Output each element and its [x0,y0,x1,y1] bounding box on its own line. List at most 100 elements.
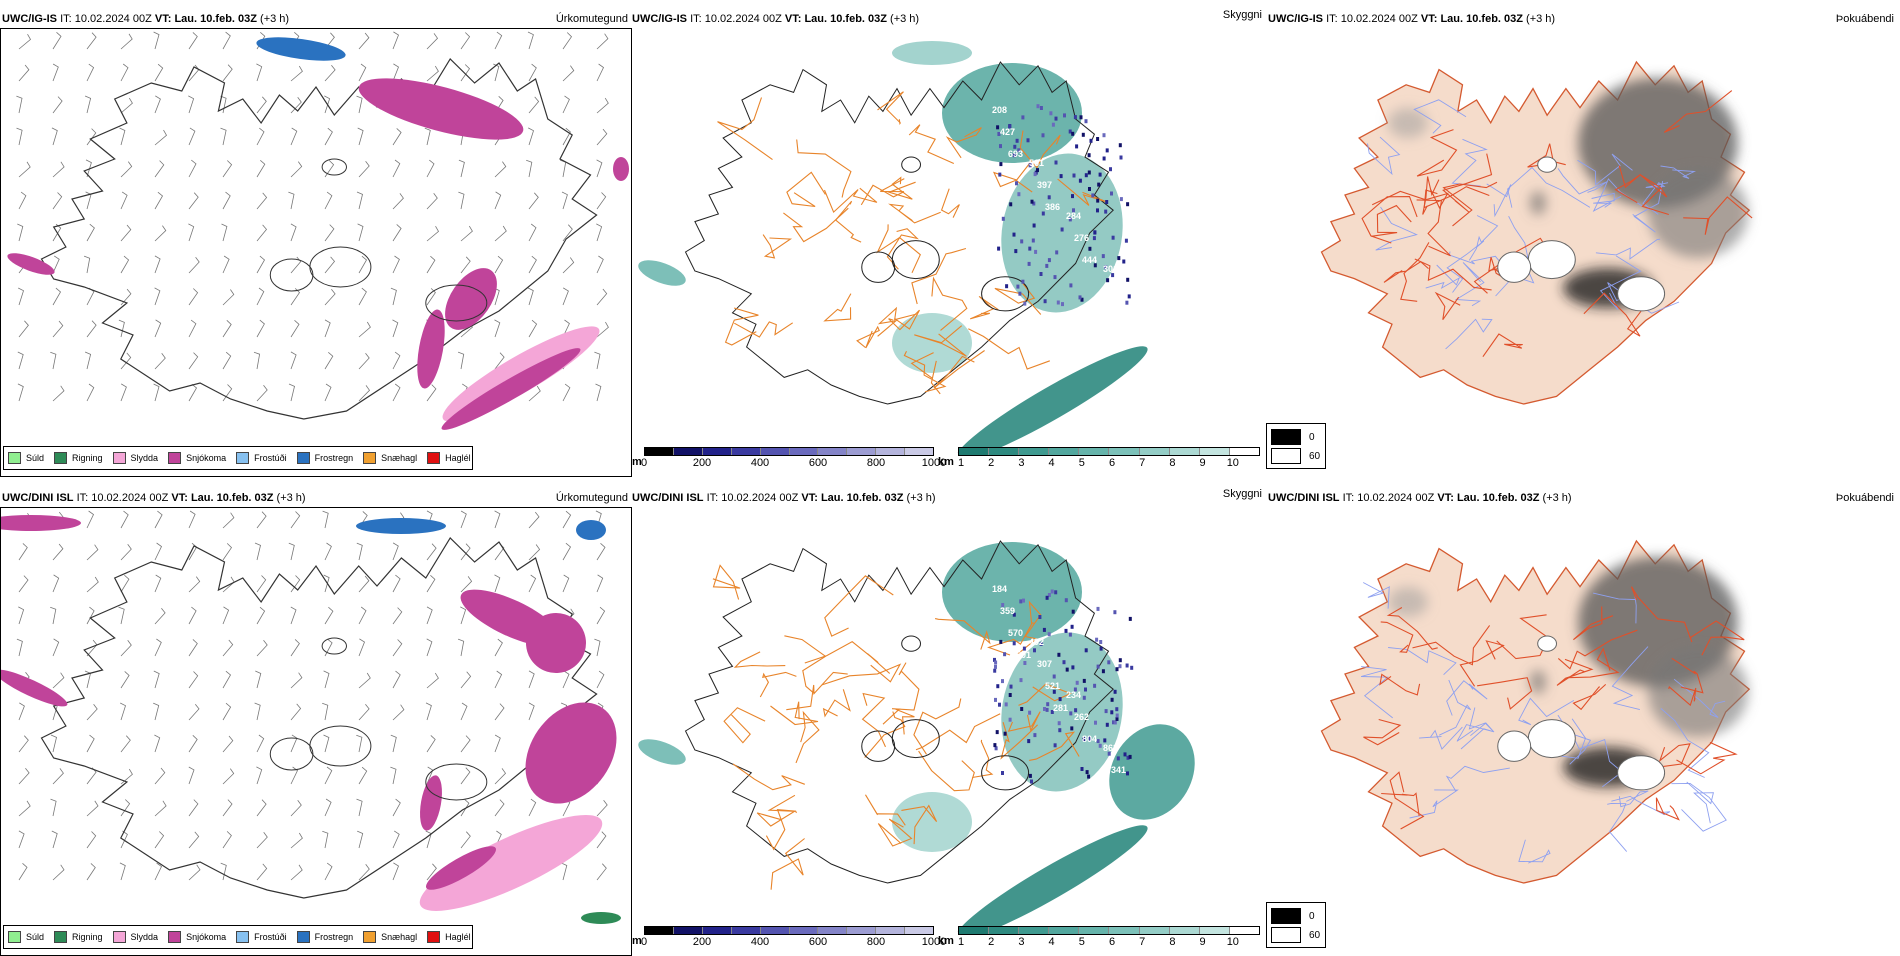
road [1663,90,1733,133]
ceiling-cell [1071,194,1074,199]
river [1595,238,1661,260]
precip-legend-item: Slydda [112,452,158,464]
fog-index-legend: 0 60 [1266,423,1326,469]
precip-legend-item: Frostregn [296,931,353,943]
wind-barb [18,606,25,625]
wind-barb [51,127,58,146]
wind-barb [256,766,263,785]
ceiling-cell [1110,191,1113,196]
ceiling-cell [1093,683,1097,688]
ceiling-value-label: 301 [1103,264,1118,274]
wind-barb [154,319,162,338]
wind-barb [188,288,199,306]
colorbar-tick-label: 600 [808,457,828,469]
colorbar-cell [818,927,848,934]
snow-area [445,268,497,330]
wind-barb [426,606,433,625]
wind-barb [86,576,99,593]
wind-barb [50,798,57,817]
ceiling-cell [1123,752,1127,757]
wind-barb [120,702,126,721]
wind-barb [494,510,501,529]
wind-barb [358,606,367,625]
wind-barb [120,288,132,306]
ceiling-cell [1128,754,1132,759]
wind-barb [153,31,160,50]
snow-area [441,348,581,430]
wind-barb [596,97,609,114]
wind-barb [494,225,507,242]
wind-barb [290,606,297,625]
valid-time-value: Lau. 10.feb. 03Z [804,13,887,25]
wind-barb [120,671,130,689]
ceiling-cell [1022,598,1025,603]
ceiling-cell [1020,707,1024,711]
wind-barb [596,33,609,50]
road [931,276,968,331]
wind-barb [390,287,397,306]
road [765,808,797,851]
wind-barb [51,830,58,849]
ceiling-cell [1003,652,1007,657]
ceiling-cell [1079,115,1083,120]
wind-barb [290,639,300,657]
ceiling-cell [999,639,1003,644]
road [824,575,894,637]
ceiling-cell [996,684,1000,689]
ceiling-cell [1046,702,1050,707]
colorbar-tick-label: 3 [1018,936,1025,948]
wind-barb [460,671,472,689]
precip-legend-item: Súld [8,452,44,464]
ceiling-value-label: 307 [1037,659,1052,669]
colorbar-cell [1109,448,1140,455]
init-time-label: IT: [76,492,89,504]
ceiling-cell [1087,153,1091,158]
wind-barb [222,639,234,657]
colorbar-cell [789,927,819,934]
ceiling-cell [1095,637,1099,642]
river [1486,183,1512,218]
wind-barb [120,224,132,242]
road [762,234,793,259]
road [1556,658,1594,686]
snow-area [420,775,442,831]
wind-barb [16,638,23,657]
ceiling-cell [1073,115,1077,120]
road [1572,683,1607,711]
ceiling-cell [1075,680,1079,685]
glacier [981,755,1030,791]
ceiling-cell [1019,599,1023,604]
road [968,328,1050,370]
colorbar-tick-label: 400 [750,936,770,948]
ceiling-cell [1082,678,1086,683]
ceiling-cell [1045,707,1049,712]
ceiling-cell [998,172,1002,177]
wind-barb [256,192,268,210]
wind-barb [222,64,233,82]
ceiling-cell [994,660,998,665]
road [1655,797,1680,821]
road [1400,242,1430,302]
wind-barb [188,799,199,817]
precip-legend-swatch [296,452,310,464]
model-name: UWC/IG-IS [2,13,57,25]
river [1686,781,1714,824]
ceiling-cell [1042,627,1046,632]
ceiling-cell [1110,697,1114,702]
ceiling-colorbar-cells [644,447,934,456]
colorbar-tick-label: 200 [692,457,712,469]
ceiling-cell [1072,208,1075,213]
wind-barb [118,606,125,625]
wind-barb [222,670,232,689]
fog-legend-label: 0 [1309,910,1315,922]
ceiling-cell [1111,273,1115,278]
ceiling-cell [1101,669,1105,674]
low-visibility-area [942,542,1082,642]
valid-time-label: VT: [1420,13,1438,25]
wind-barb [425,830,432,849]
wind-barb [596,574,604,593]
ceiling-cell [1061,302,1064,307]
road [972,739,994,779]
wind-barb [120,574,130,593]
wind-barb [596,288,608,306]
